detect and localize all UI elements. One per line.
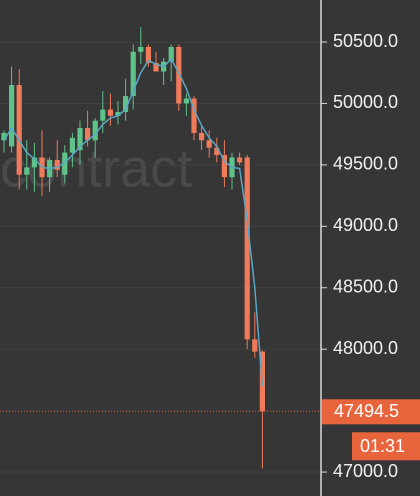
y-tick-label: 49000.0: [333, 215, 398, 235]
ma-line: [3, 58, 264, 387]
y-tick-label: 47000.0: [333, 461, 398, 481]
candle-body: [9, 85, 15, 147]
y-tick-label: 48000.0: [333, 338, 398, 358]
candle-body: [183, 98, 189, 104]
candle-body: [123, 96, 129, 113]
candle-body: [153, 62, 159, 72]
candle-body: [62, 152, 68, 175]
watermark: pcontract: [0, 138, 192, 198]
candle-body: [138, 46, 144, 52]
countdown-label: 01:31: [360, 436, 405, 456]
candle-body: [130, 51, 136, 97]
candle-body: [145, 46, 151, 63]
candle-body: [107, 109, 113, 116]
y-tick-label: 48500.0: [333, 276, 398, 296]
candle-body: [244, 157, 250, 340]
candle-body: [16, 85, 22, 175]
candle-body: [199, 132, 205, 141]
candle-body: [69, 137, 75, 153]
last-price-label: 47494.5: [334, 401, 399, 421]
candle-body: [252, 339, 258, 352]
candle-body: [77, 128, 83, 151]
candle-body: [168, 46, 174, 62]
y-tick-label: 49500.0: [333, 154, 398, 174]
candle-body: [206, 140, 212, 148]
candle-body: [1, 132, 7, 141]
candle-body: [176, 46, 182, 104]
candle-body: [221, 155, 227, 178]
candle-body: [100, 109, 106, 121]
candle-body: [54, 159, 60, 170]
candle-body: [92, 120, 98, 141]
candle-body: [191, 98, 197, 133]
candle-body: [115, 112, 121, 116]
candle-body: [85, 128, 91, 141]
countdown-box: [352, 432, 420, 461]
y-tick-label: 50000.0: [333, 92, 398, 112]
candle-body: [31, 157, 37, 168]
candle-body: [237, 157, 243, 163]
candle-body: [214, 147, 220, 156]
y-tick-label: 50500.0: [333, 31, 398, 51]
last-price-box: [322, 399, 420, 425]
candle-body: [24, 167, 30, 175]
